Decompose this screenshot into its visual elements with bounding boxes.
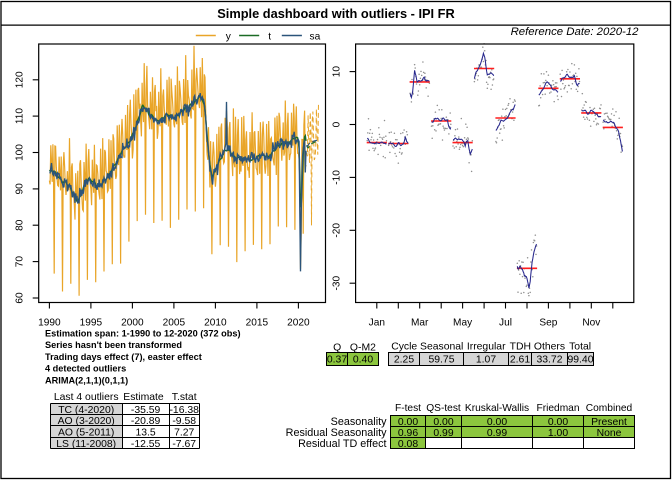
svg-text:Last 4 outliers: Last 4 outliers [54,392,119,403]
svg-text:Simple dashboard with outliers: Simple dashboard with outliers - IPI FR [217,6,454,21]
svg-text:May: May [453,317,473,328]
svg-text:Jul: Jul [499,317,512,328]
svg-text:100: 100 [14,144,25,161]
svg-text:AO (3-2020): AO (3-2020) [58,416,115,427]
svg-text:t: t [268,31,271,42]
svg-text:0.00: 0.00 [433,417,453,428]
svg-text:-30: -30 [331,276,342,291]
svg-text:Mar: Mar [411,317,429,328]
svg-text:-35.59: -35.59 [131,405,161,416]
svg-text:Combined: Combined [586,403,633,414]
svg-text:33.72: 33.72 [536,354,562,365]
svg-text:Others: Others [534,341,565,352]
svg-text:Friedman: Friedman [536,403,579,414]
svg-text:AO (5-2011): AO (5-2011) [58,427,114,438]
svg-text:Estimate: Estimate [123,392,164,403]
svg-text:0: 0 [331,121,342,127]
svg-text:2005: 2005 [163,317,186,328]
svg-text:-16.38: -16.38 [169,405,199,416]
svg-text:99.40: 99.40 [567,354,593,365]
svg-text:Estimation span: 1-1990 to 12-: Estimation span: 1-1990 to 12-2020 (372 … [45,329,241,339]
svg-text:-20.89: -20.89 [131,416,161,427]
svg-text:120: 120 [14,71,25,88]
svg-text:60: 60 [14,292,25,304]
svg-text:2020: 2020 [287,317,310,328]
svg-text:90: 90 [14,183,25,195]
svg-text:Reference Date: 2020-12: Reference Date: 2020-12 [511,26,640,38]
svg-text:sa: sa [310,31,321,42]
svg-text:Cycle: Cycle [391,341,417,352]
svg-text:ARIMA(2,1,1)(0,1,1): ARIMA(2,1,1)(0,1,1) [45,375,128,385]
svg-text:Kruskal-Wallis: Kruskal-Wallis [465,403,529,414]
svg-text:0.00: 0.00 [398,417,418,428]
svg-text:0.00: 0.00 [548,417,568,428]
svg-text:2000: 2000 [121,317,144,328]
svg-text:Seasonal: Seasonal [420,341,463,352]
svg-text:4 detected outliers: 4 detected outliers [45,364,126,374]
svg-text:Q-M2: Q-M2 [350,342,376,353]
svg-text:F-test: F-test [395,403,421,414]
svg-text:10: 10 [331,66,342,78]
svg-text:T.stat: T.stat [172,392,197,403]
svg-text:1995: 1995 [80,317,103,328]
svg-text:80: 80 [14,219,25,231]
svg-text:2010: 2010 [204,317,227,328]
svg-text:None: None [597,428,622,439]
svg-text:Residual TD effect: Residual TD effect [298,438,386,450]
svg-text:-10: -10 [331,170,342,185]
svg-text:Seasonality: Seasonality [331,416,387,428]
svg-text:1.00: 1.00 [548,428,568,439]
svg-text:TDH: TDH [510,341,531,352]
svg-text:Jan: Jan [369,317,385,328]
svg-text:Q: Q [333,342,341,353]
svg-text:0.08: 0.08 [398,439,418,450]
svg-text:-9.58: -9.58 [172,416,196,427]
svg-text:TC (4-2020): TC (4-2020) [58,405,114,416]
svg-text:0.99: 0.99 [433,428,453,439]
svg-text:LS (11-2008): LS (11-2008) [56,439,116,450]
svg-text:Nov: Nov [582,317,601,328]
svg-text:0.99: 0.99 [487,428,507,439]
svg-text:-12.55: -12.55 [131,439,161,450]
svg-text:2.61: 2.61 [510,354,530,365]
svg-text:70: 70 [14,256,25,268]
svg-text:0.96: 0.96 [398,428,418,439]
svg-text:0.40: 0.40 [353,354,373,365]
svg-text:110: 110 [14,108,25,124]
svg-text:Present: Present [591,417,627,428]
svg-text:2.25: 2.25 [394,354,414,365]
svg-text:0.00: 0.00 [487,417,507,428]
svg-text:1.07: 1.07 [476,354,496,365]
svg-text:y: y [226,31,232,42]
svg-text:Sep: Sep [539,317,557,328]
svg-text:59.75: 59.75 [428,354,454,365]
svg-text:7.27: 7.27 [174,427,194,438]
svg-text:1990: 1990 [38,317,61,328]
svg-text:-20: -20 [331,223,342,238]
svg-text:-7.67: -7.67 [172,439,196,450]
svg-text:13.5: 13.5 [135,427,155,438]
svg-text:Series hasn't been transformed: Series hasn't been transformed [45,340,182,350]
svg-text:Residual Seasonality: Residual Seasonality [286,427,387,439]
svg-text:2015: 2015 [246,317,269,328]
svg-text:Trading days effect (7), easte: Trading days effect (7), easter effect [45,352,202,362]
svg-text:Irregular: Irregular [467,341,506,352]
svg-text:0.37: 0.37 [327,354,347,365]
svg-text:Total: Total [569,341,591,352]
svg-text:QS-test: QS-test [426,403,461,414]
